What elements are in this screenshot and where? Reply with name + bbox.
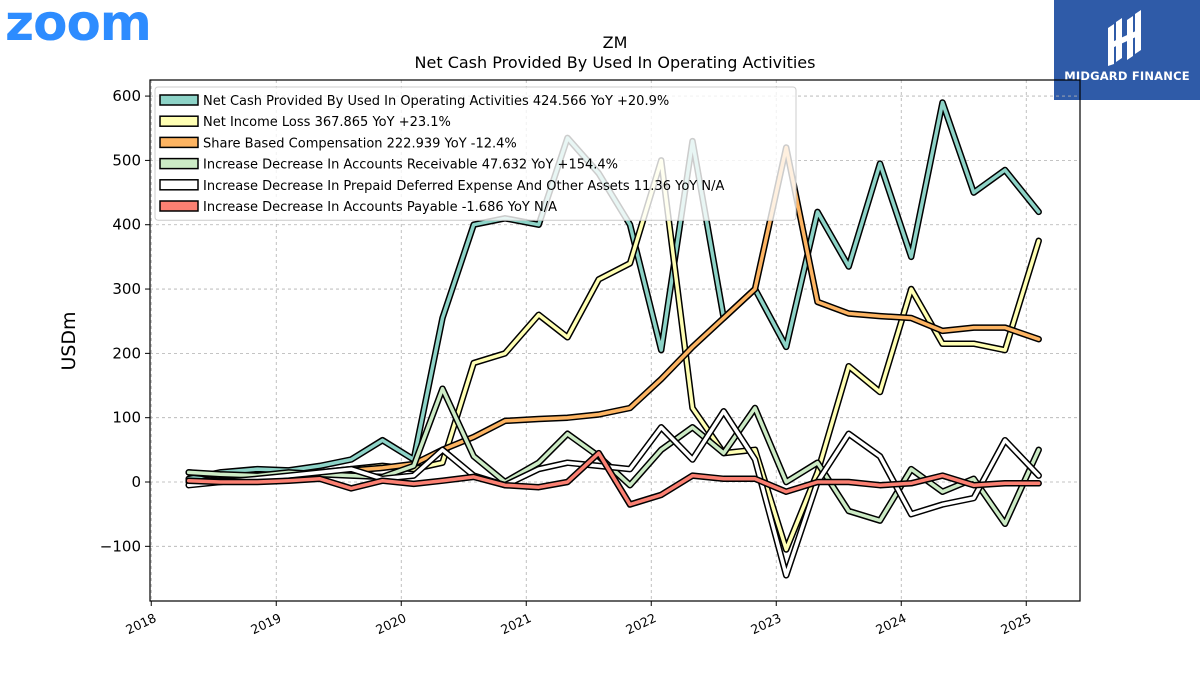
legend-label: Increase Decrease In Accounts Payable -1… xyxy=(203,200,557,215)
zoom-logo-text: zoom xyxy=(5,0,151,48)
x-tick-label: 2025 xyxy=(998,610,1033,637)
y-tick-label: 100 xyxy=(112,409,141,427)
y-tick-label: 200 xyxy=(112,344,141,362)
x-tick-label: 2021 xyxy=(498,610,533,637)
x-tick-label: 2023 xyxy=(748,610,783,637)
series-line-outline xyxy=(185,408,1042,579)
x-tick-label: 2019 xyxy=(248,610,283,637)
y-axis-label: USDm xyxy=(58,311,80,370)
legend-label: Increase Decrease In Prepaid Deferred Ex… xyxy=(203,179,724,194)
legend-label: Share Based Compensation 222.939 YoY -12… xyxy=(203,136,517,151)
legend-label: Net Cash Provided By Used In Operating A… xyxy=(203,94,669,109)
midgard-finance-logo: MIDGARD FINANCE xyxy=(1054,0,1200,100)
legend-label: Increase Decrease In Accounts Receivable… xyxy=(203,158,618,173)
x-tick-label: 2018 xyxy=(123,610,158,637)
legend-swatch xyxy=(159,157,199,170)
chart-title: ZM xyxy=(603,33,628,52)
y-tick-label: 300 xyxy=(112,280,141,298)
y-tick-label: 400 xyxy=(112,216,141,234)
y-tick-label: 500 xyxy=(112,151,141,169)
plot-area: −100 0 100 200 300 400 500 600 2018 2019 2020 2021 2… xyxy=(100,79,1081,637)
legend-swatch xyxy=(159,136,199,149)
legend-swatch xyxy=(159,115,199,127)
legend-swatch xyxy=(159,179,199,191)
plot-frame xyxy=(149,79,1081,602)
legend-box xyxy=(154,86,797,221)
y-tick-label: 0 xyxy=(131,473,141,491)
zoom-logo: zoom xyxy=(5,0,180,52)
x-tick-label: 2020 xyxy=(373,610,408,637)
series-line xyxy=(186,409,1041,578)
legend-swatch xyxy=(159,94,199,106)
series-line xyxy=(186,451,1041,507)
midgard-emblem-icon xyxy=(1108,10,1141,66)
chart-subtitle: Net Cash Provided By Used In Operating A… xyxy=(415,53,816,72)
x-tick-label: 2024 xyxy=(873,610,908,637)
y-tick-label: 600 xyxy=(112,87,141,105)
legend-label: Net Income Loss 367.865 YoY +23.1% xyxy=(203,115,451,130)
y-tick-label: −100 xyxy=(100,537,141,555)
legend-swatch xyxy=(159,200,199,212)
midgard-finance-label: MIDGARD FINANCE xyxy=(1064,69,1190,83)
x-tick-label: 2022 xyxy=(623,610,658,637)
